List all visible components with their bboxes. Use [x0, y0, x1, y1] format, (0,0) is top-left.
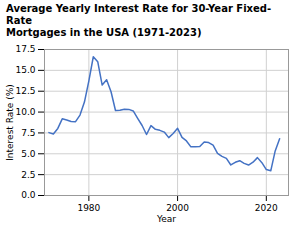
- svg-text:17.5: 17.5: [15, 44, 35, 54]
- svg-text:2020: 2020: [255, 203, 278, 213]
- svg-text:0.0: 0.0: [21, 190, 36, 200]
- svg-text:2.5: 2.5: [21, 170, 35, 180]
- svg-text:10.0: 10.0: [15, 107, 35, 117]
- svg-text:Year: Year: [156, 214, 176, 224]
- svg-text:1980: 1980: [77, 203, 100, 213]
- svg-text:Interest Rate (%): Interest Rate (%): [5, 84, 15, 161]
- svg-text:7.5: 7.5: [21, 128, 35, 138]
- svg-text:15.0: 15.0: [15, 65, 35, 75]
- html-text:Average Yearly Interest Rate f: Average Yearly Interest Rate for 30-Year…: [6, 3, 272, 38]
- svg-text:5.0: 5.0: [21, 149, 36, 159]
- svg-text:12.5: 12.5: [15, 86, 35, 96]
- svg-text:2000: 2000: [166, 203, 189, 213]
